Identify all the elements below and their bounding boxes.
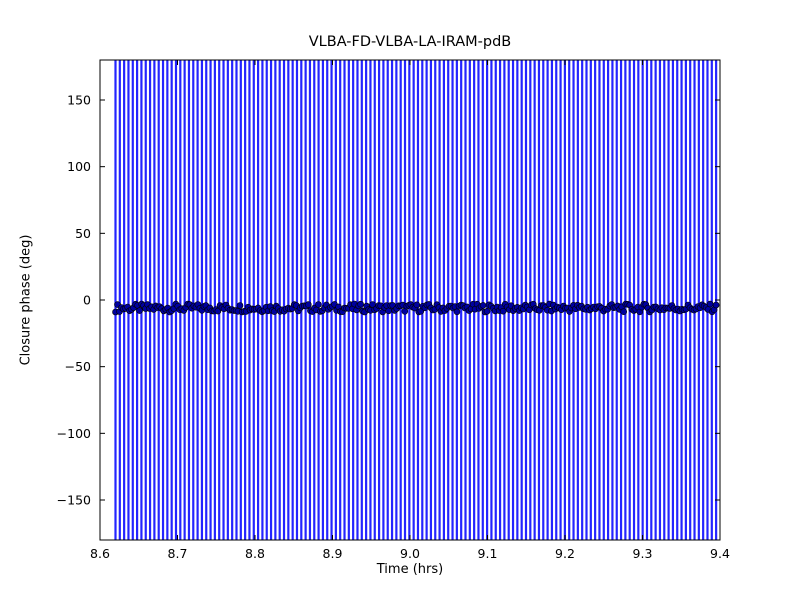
y-tick-label: 50 xyxy=(75,226,91,241)
x-tick-label: 8.9 xyxy=(323,546,343,561)
x-tick-label: 9.0 xyxy=(400,546,420,561)
x-tick-label: 8.6 xyxy=(90,546,110,561)
x-tick-label: 8.7 xyxy=(168,546,188,561)
data-point xyxy=(136,307,143,314)
data-point xyxy=(706,300,714,308)
data-point xyxy=(712,301,720,309)
x-tick-label: 8.8 xyxy=(245,546,265,561)
y-tick-label: 100 xyxy=(67,159,91,174)
y-tick-label: −100 xyxy=(57,426,91,441)
x-axis-label: Time (hrs) xyxy=(376,562,444,577)
data-point xyxy=(413,301,421,309)
x-tick-label: 9.3 xyxy=(633,546,653,561)
data-point xyxy=(304,301,312,308)
x-tick-label: 9.2 xyxy=(555,546,575,561)
data-point xyxy=(315,301,322,308)
x-tick-label: 9.4 xyxy=(710,546,730,561)
y-axis-label: Closure phase (deg) xyxy=(18,234,34,366)
x-tick-label: 9.1 xyxy=(478,546,498,561)
data-point xyxy=(483,307,491,315)
data-point xyxy=(479,302,487,309)
data-point xyxy=(357,300,364,308)
y-tick-label: −50 xyxy=(65,359,91,374)
chart-title: VLBA-FD-VLBA-LA-IRAM-pdB xyxy=(308,34,512,50)
y-tick-label: 150 xyxy=(67,93,91,108)
data-point xyxy=(236,302,244,309)
data-point xyxy=(453,308,461,316)
data-point xyxy=(620,308,628,316)
data-point xyxy=(499,307,507,315)
y-tick-label: −150 xyxy=(57,493,91,508)
y-tick-label: 0 xyxy=(83,293,91,308)
